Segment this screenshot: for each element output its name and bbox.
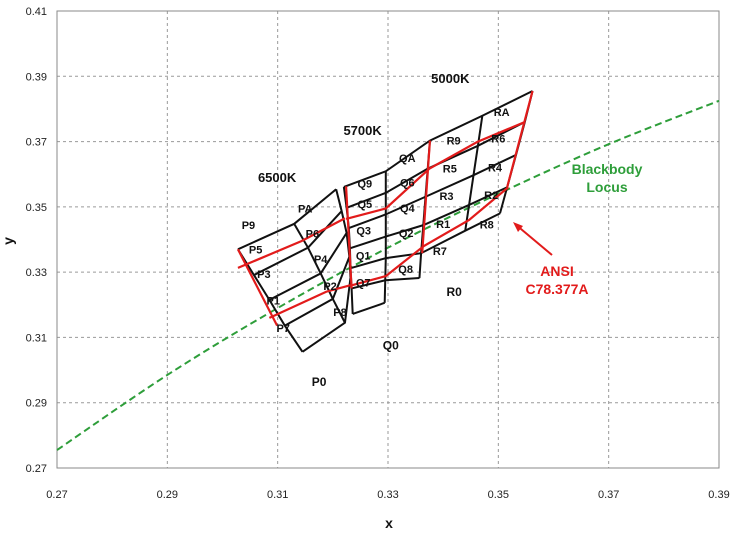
x-tick-label-3: 0.33 — [377, 489, 398, 501]
bin-label-q4: Q4 — [400, 203, 416, 215]
bin-label-r1: R1 — [436, 219, 450, 231]
ansi-boundary-row-2 — [345, 120, 526, 220]
bin-label-r9: R9 — [447, 136, 461, 148]
y-tick-label-0: 0.27 — [26, 463, 47, 475]
y-tick-label-6: 0.39 — [26, 71, 47, 83]
x-tick-label-2: 0.31 — [267, 489, 288, 501]
cct-label-5000k: 5000K — [431, 71, 470, 86]
bin-label-q2: Q2 — [399, 228, 414, 240]
bin-label-p9: P9 — [242, 220, 255, 232]
ansi-label-line1: ANSI — [540, 263, 573, 279]
bin-label-p5: P5 — [249, 244, 262, 256]
y-tick-label-4: 0.35 — [26, 202, 47, 214]
blackbody-locus-curve — [56, 99, 720, 451]
x-tick-label-5: 0.37 — [598, 489, 619, 501]
bin-label-pa: PA — [298, 203, 313, 215]
ansi-arrow-line — [514, 223, 553, 256]
tick-labels: 0.27 0.29 0.31 0.33 0.35 0.37 0.39 0.27 0.29 0.31… — [26, 6, 730, 501]
ansi-boundary-row-0 — [237, 217, 346, 269]
grid-lines — [56, 10, 720, 469]
blackbody-locus — [56, 99, 720, 451]
x-tick-label-6: 0.39 — [708, 489, 729, 501]
ansi-boundary-column-2 — [421, 140, 432, 254]
cct-label-6500k: 6500K — [258, 170, 297, 185]
y-axis-title: y — [0, 237, 16, 245]
y-tick-label-7: 0.41 — [26, 6, 47, 18]
blackbody-locus-label-line2: Locus — [586, 179, 627, 195]
ansi-boundary-row-3 — [351, 186, 509, 287]
ansi-boundary-column-3 — [506, 90, 534, 188]
ansi-arrow-head — [513, 222, 523, 232]
y-tick-label-2: 0.31 — [26, 332, 47, 344]
bin-label-q5: Q5 — [357, 199, 372, 211]
bin-label-r6: R6 — [491, 133, 505, 145]
bin-grid — [236, 90, 534, 353]
bin-label-p8: P8 — [333, 307, 346, 319]
bin-label-r5: R5 — [443, 163, 457, 175]
bin-label-r8: R8 — [480, 219, 494, 231]
plot-frame — [56, 10, 720, 469]
bin-column-4 — [383, 171, 387, 303]
bin-label-r4: R4 — [488, 163, 503, 175]
x-tick-label-1: 0.29 — [157, 489, 178, 501]
blackbody-locus-label-line1: Blackbody — [572, 161, 643, 177]
bin-label-q3: Q3 — [356, 225, 371, 237]
ansi-label-line2: C78.377A — [525, 281, 588, 297]
bin-label-q6: Q6 — [400, 178, 415, 190]
bin-column-6 — [464, 115, 484, 231]
bin-label-p7: P7 — [276, 323, 289, 335]
bin-label-p6: P6 — [306, 229, 319, 241]
bin-label-qa: QA — [399, 153, 416, 165]
zone-label-q0: Q0 — [383, 338, 399, 352]
qr-group-row-6 — [352, 301, 386, 315]
ansi-boundary-column-1 — [344, 186, 353, 289]
chart-labels: P9 PA P5 P6 P3 P4 P1 P2 P7 P8 Q9 QA Q5 Q6 Q3 Q4 Q1 Q2 Q7 Q8… — [242, 71, 510, 389]
bin-column-0 — [237, 248, 304, 353]
bin-label-r3: R3 — [439, 191, 453, 203]
bin-label-r2: R2 — [484, 190, 498, 202]
y-tick-label-3: 0.33 — [26, 267, 47, 279]
ansi-boundary-row-1 — [268, 284, 351, 319]
x-axis-title: x — [385, 515, 393, 531]
bin-label-p2: P2 — [323, 281, 336, 293]
x-tick-label-0: 0.27 — [46, 489, 67, 501]
bin-label-p3: P3 — [257, 269, 270, 281]
bin-label-q9: Q9 — [357, 178, 372, 190]
bin-label-p1: P1 — [267, 296, 280, 308]
y-tick-label-1: 0.29 — [26, 398, 47, 410]
y-tick-label-5: 0.37 — [26, 137, 47, 149]
bin-label-q7: Q7 — [356, 278, 371, 290]
bin-label-r7: R7 — [433, 246, 447, 258]
bin-label-p4: P4 — [314, 254, 328, 266]
bin-label-ra: RA — [494, 107, 510, 119]
bin-label-q8: Q8 — [398, 264, 413, 276]
cct-label-5700k: 5700K — [343, 123, 382, 138]
zone-label-p0: P0 — [312, 375, 327, 389]
zone-label-r0: R0 — [447, 285, 463, 299]
ansi-boundary-column-0 — [236, 248, 279, 327]
x-tick-label-4: 0.35 — [488, 489, 509, 501]
bin-label-q1: Q1 — [356, 250, 371, 262]
